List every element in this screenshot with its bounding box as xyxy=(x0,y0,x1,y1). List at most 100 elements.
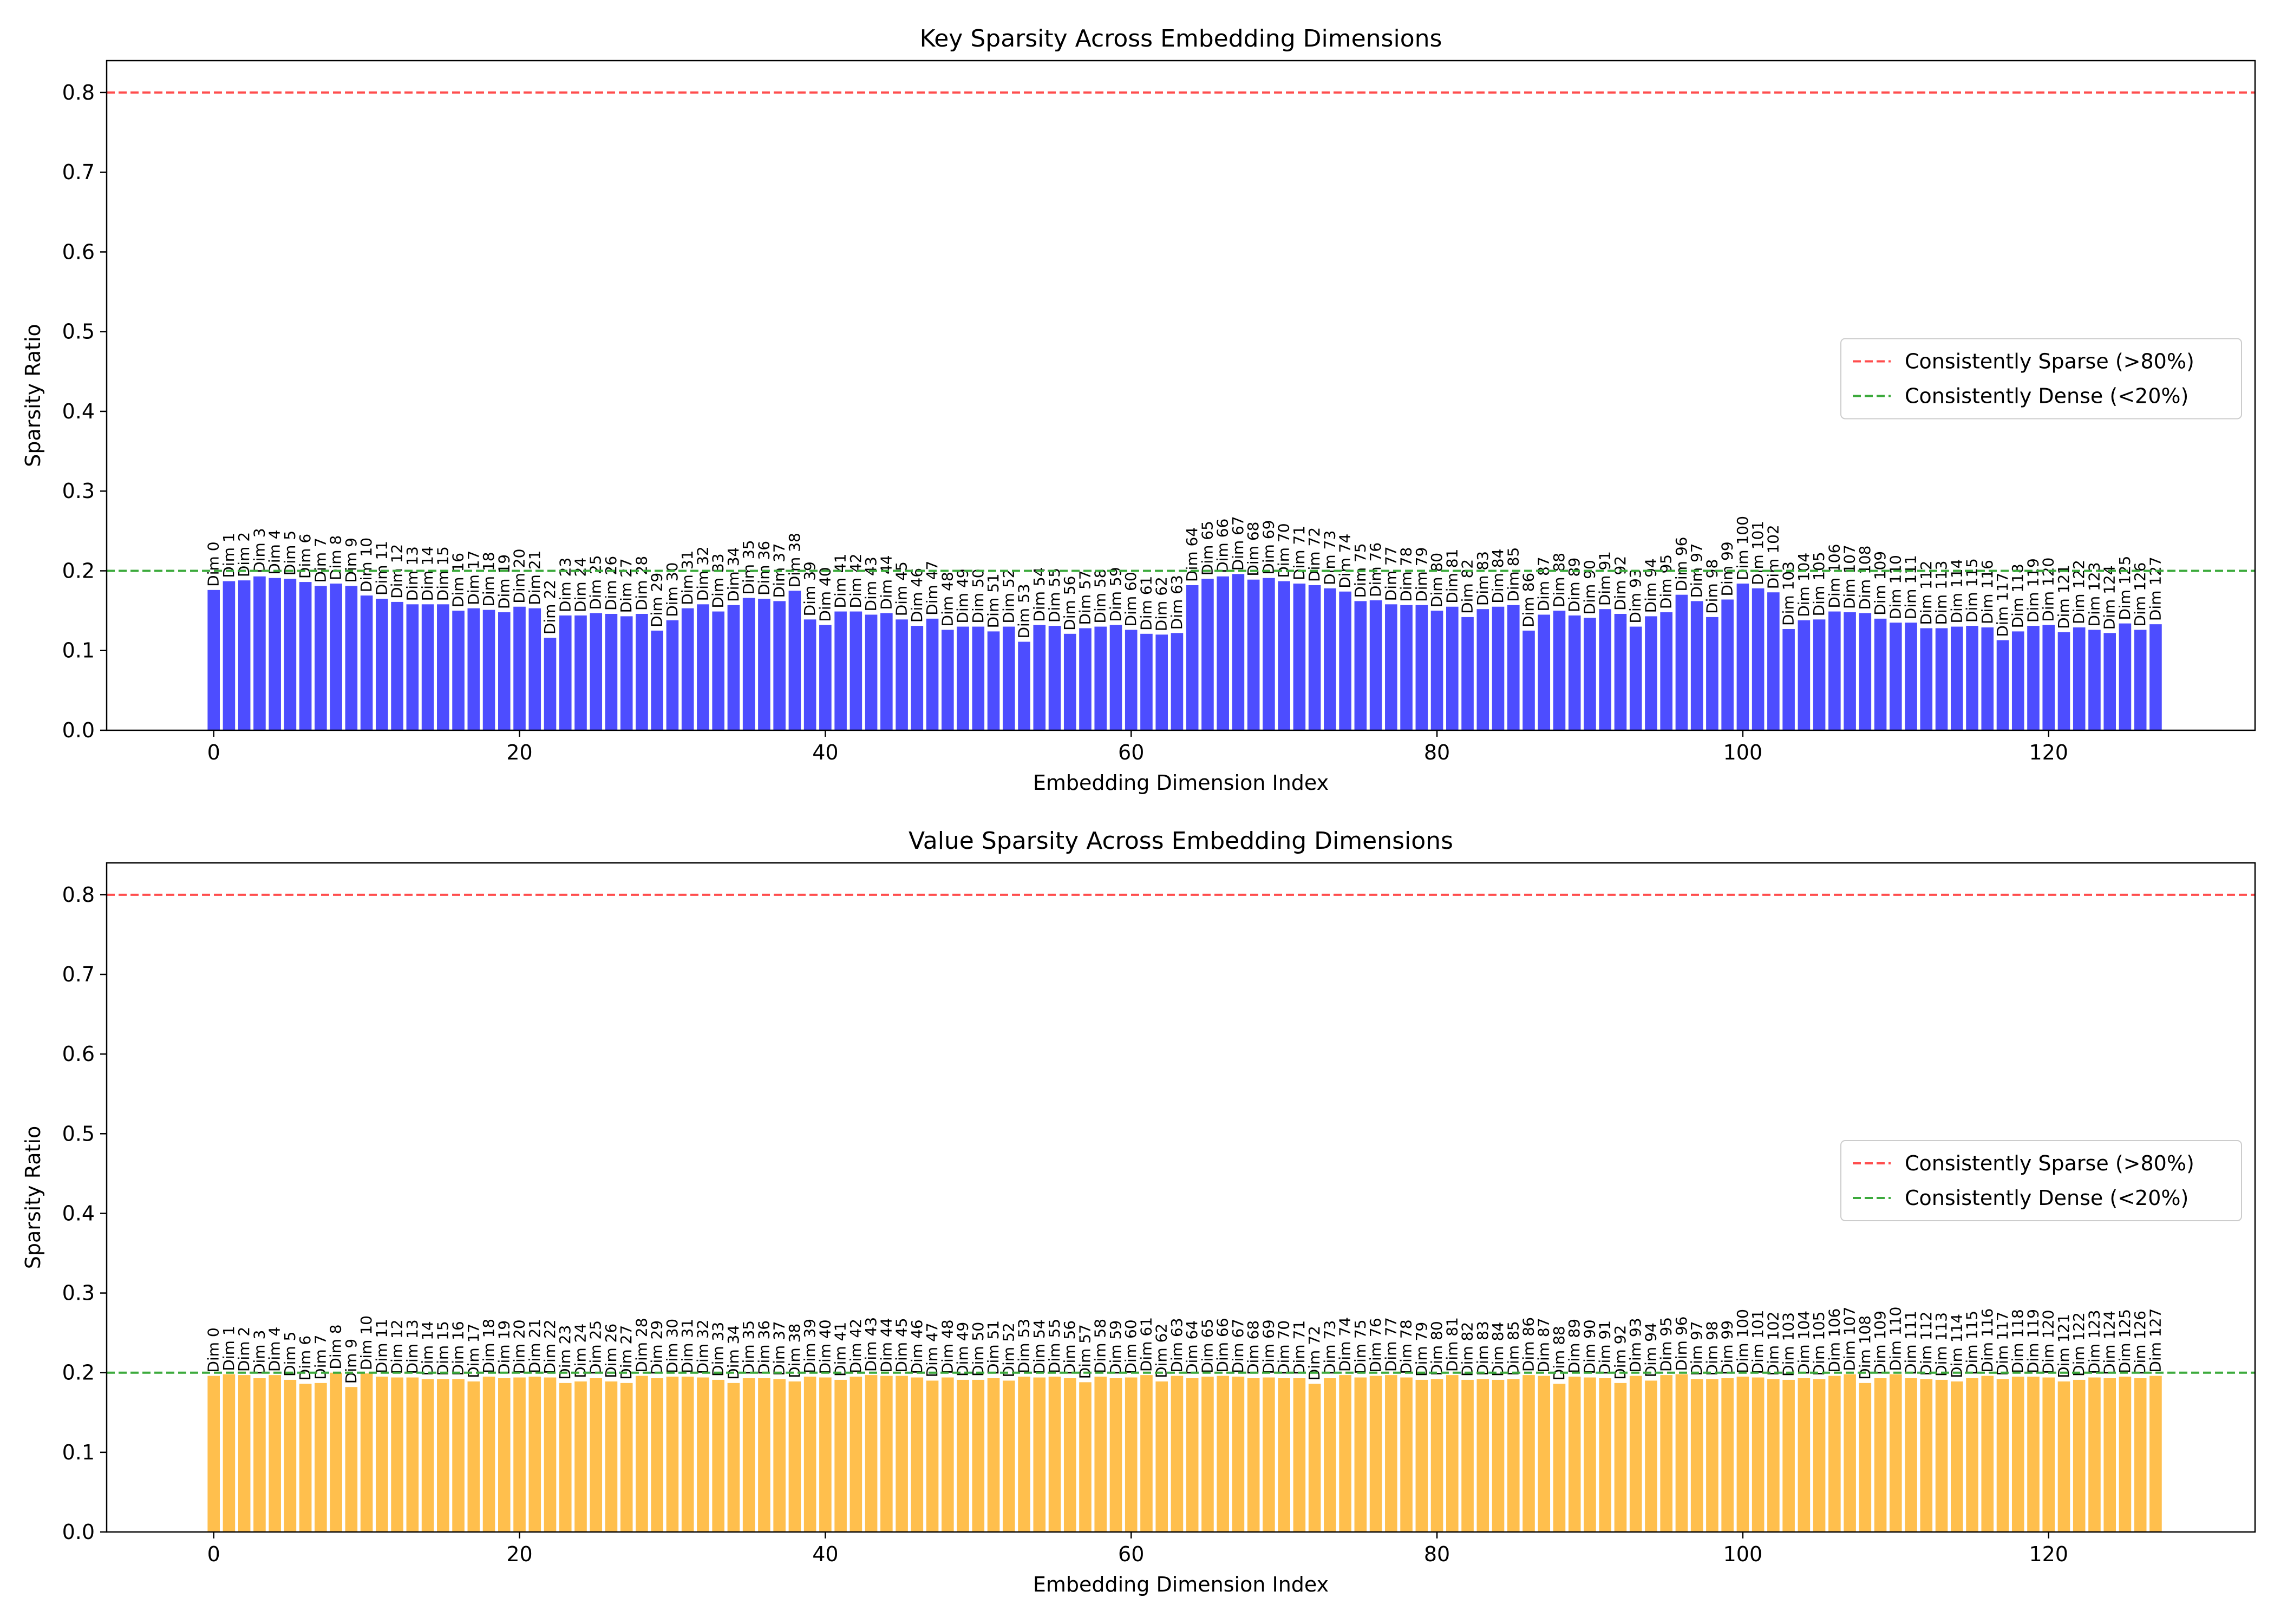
y-tick-label: 0.2 xyxy=(62,559,95,582)
bar-label: Dim 36 xyxy=(755,1320,773,1375)
bar-label: Dim 89 xyxy=(1565,558,1583,612)
bar xyxy=(2149,624,2162,730)
bar-label: Dim 126 xyxy=(2131,1311,2149,1375)
y-tick-label: 0.8 xyxy=(62,883,95,907)
bar xyxy=(758,1378,770,1532)
bar xyxy=(1629,626,1642,730)
bar-label: Dim 42 xyxy=(847,553,865,608)
y-tick-label: 0.1 xyxy=(62,1440,95,1464)
bar-label: Dim 48 xyxy=(938,1319,956,1374)
bar-label: Dim 31 xyxy=(678,1319,696,1373)
bar xyxy=(437,1379,449,1532)
bar-label: Dim 108 xyxy=(1856,1315,1874,1380)
bar-label: Dim 116 xyxy=(1978,1308,1996,1373)
bar-label: Dim 95 xyxy=(1657,1317,1675,1372)
bar-label: Dim 70 xyxy=(1275,523,1293,578)
x-tick-label: 0 xyxy=(207,1542,220,1566)
bar xyxy=(1446,1375,1459,1532)
bar xyxy=(1048,626,1061,730)
bar xyxy=(1660,612,1672,730)
y-axis-label: Sparsity Ratio xyxy=(21,324,45,467)
bar-label: Dim 24 xyxy=(572,1324,590,1378)
bar-label: Dim 3 xyxy=(250,528,268,573)
bar xyxy=(1109,625,1122,730)
bar xyxy=(1736,584,1749,730)
y-tick-label: 0.4 xyxy=(62,1201,95,1225)
bar-label: Dim 35 xyxy=(740,540,757,594)
bar-label: Dim 46 xyxy=(908,1319,926,1374)
bar-label: Dim 64 xyxy=(1183,1320,1201,1375)
bar xyxy=(1247,579,1260,730)
bar-label: Dim 101 xyxy=(1749,1310,1767,1374)
bar xyxy=(803,1377,816,1532)
legend: Consistently Sparse (>80%) Consistently D… xyxy=(1840,1140,2242,1221)
bar-label: Dim 79 xyxy=(1413,547,1430,602)
bar-label: Dim 47 xyxy=(923,1322,941,1377)
bar-label: Dim 23 xyxy=(556,1325,574,1380)
bar-label: Dim 14 xyxy=(419,1321,436,1376)
bar xyxy=(391,1377,403,1532)
bar xyxy=(345,586,358,730)
bar xyxy=(2042,1377,2055,1532)
bar-label: Dim 73 xyxy=(1321,1320,1338,1375)
bar-label: Dim 16 xyxy=(449,553,467,607)
bar-label: Dim 83 xyxy=(1474,551,1492,606)
bar xyxy=(467,1381,480,1532)
bar xyxy=(559,615,572,730)
bar-label: Dim 55 xyxy=(1045,568,1063,623)
bar-label: Dim 51 xyxy=(984,573,1002,628)
x-axis-label: Embedding Dimension Index xyxy=(1033,771,1329,795)
bar-label: Dim 60 xyxy=(1122,572,1140,626)
bar xyxy=(1645,616,1657,730)
bar xyxy=(666,1377,679,1532)
bar-label: Dim 58 xyxy=(1092,568,1109,623)
bar xyxy=(758,599,770,730)
bar xyxy=(803,619,816,730)
bar xyxy=(1584,1377,1596,1532)
bar-label: Dim 4 xyxy=(266,1327,284,1372)
bar-label: Dim 96 xyxy=(1672,536,1690,591)
bar xyxy=(1385,1375,1397,1532)
bar xyxy=(1813,1379,1826,1532)
bar xyxy=(1905,1378,1917,1532)
bar xyxy=(1415,1379,1428,1532)
bar-label: Dim 98 xyxy=(1703,559,1721,614)
bar xyxy=(482,610,495,730)
bar xyxy=(253,576,266,730)
bar-label: Dim 34 xyxy=(724,547,742,602)
bar xyxy=(315,1383,327,1532)
bar-label: Dim 82 xyxy=(1459,1322,1476,1377)
bar-label: Dim 114 xyxy=(1948,559,1965,624)
bar-label: Dim 59 xyxy=(1107,567,1125,621)
bar xyxy=(2027,1377,2040,1532)
bar xyxy=(513,1377,526,1532)
bar xyxy=(1293,584,1306,730)
bar xyxy=(1186,1378,1199,1532)
bar xyxy=(1675,1374,1688,1532)
bar-label: Dim 103 xyxy=(1780,561,1798,626)
bar-label: Dim 43 xyxy=(862,1317,880,1372)
bar-label: Dim 43 xyxy=(862,556,880,611)
bar-label: Dim 87 xyxy=(1535,556,1553,611)
bar xyxy=(1813,619,1826,730)
bar-label: Dim 56 xyxy=(1061,576,1079,631)
bar xyxy=(1690,601,1703,730)
bar xyxy=(850,1377,862,1532)
bar-label: Dim 26 xyxy=(602,556,620,611)
bar-label: Dim 23 xyxy=(556,558,574,612)
bar-label: Dim 84 xyxy=(1489,1322,1507,1377)
bar-label: Dim 42 xyxy=(847,1319,865,1373)
bar-label: Dim 118 xyxy=(2009,564,2027,628)
bar xyxy=(896,619,908,730)
bar xyxy=(590,613,603,730)
bar-label: Dim 22 xyxy=(541,1319,559,1374)
bar-label: Dim 15 xyxy=(434,1321,452,1376)
bar-label: Dim 31 xyxy=(678,551,696,605)
x-tick-label: 0 xyxy=(207,741,220,764)
bar xyxy=(1048,1377,1061,1532)
bar xyxy=(1140,1375,1153,1532)
bar-label: Dim 109 xyxy=(1871,1311,1889,1375)
bar-label: Dim 4 xyxy=(266,529,284,574)
bar-label: Dim 72 xyxy=(1305,1326,1323,1380)
bar xyxy=(1033,1377,1046,1532)
